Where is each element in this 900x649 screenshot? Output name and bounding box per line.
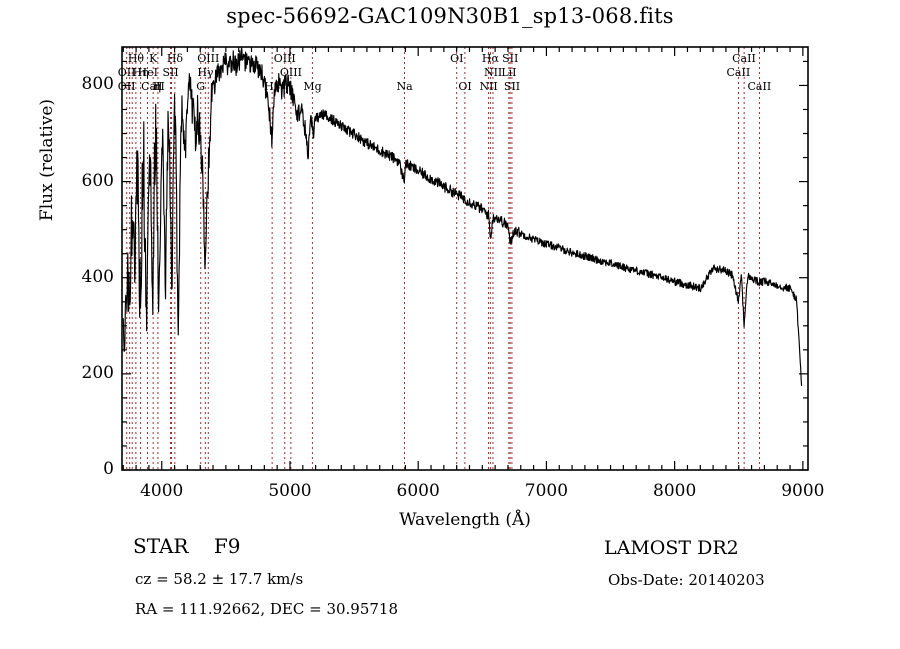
spectral-line-label: OII	[117, 66, 136, 79]
x-tick-label: 6000	[396, 481, 440, 501]
spectral-line-label: Hγ	[197, 66, 214, 79]
spectral-line-label: SII	[502, 52, 519, 65]
spectral-line-label: Hη	[132, 66, 149, 79]
spectral-line-label: η	[154, 80, 161, 93]
spectral-line-label: OI	[450, 52, 464, 65]
spectral-line-label: HeI	[137, 66, 158, 79]
y-tick-label: 0	[103, 459, 114, 479]
footer-survey: LAMOST DR2	[604, 537, 739, 559]
page-title: spec-56692-GAC109N30B1_sp13-068.fits	[226, 4, 674, 28]
spectral-line-label: CaII	[747, 80, 772, 93]
spectral-line-label: Hα	[481, 52, 499, 65]
footer-coordinates: RA = 111.92662, DEC = 30.95718	[135, 600, 399, 618]
x-tick-label: 9000	[781, 481, 825, 501]
x-tick-label: 7000	[524, 481, 569, 501]
spectral-line-label: SII	[503, 80, 521, 93]
spectral-line-label: OIII	[279, 66, 302, 79]
footer-object-class: STAR F9	[133, 534, 241, 558]
x-tick-label: 5000	[268, 481, 312, 501]
spectral-line-label: K	[149, 52, 158, 65]
line-marker-group	[126, 47, 761, 470]
spectral-line-label: NII	[483, 66, 503, 79]
x-tick-label: 4000	[140, 481, 184, 501]
spectral-line-label: Hδ	[166, 52, 184, 65]
footer-redshift: cz = 58.2 ± 17.7 km/s	[135, 570, 304, 588]
y-axis-label: Flux (relative)	[37, 98, 57, 222]
spectral-line-label: Mg	[303, 80, 322, 93]
y-tick-label: 800	[81, 74, 114, 95]
y-tick-label: 600	[81, 170, 114, 191]
spectral-line-label: Na	[396, 80, 413, 93]
x-tick-label: 8000	[653, 481, 697, 501]
spectral-line-label: G	[196, 80, 206, 93]
spectrum-curve	[122, 47, 803, 386]
spectral-line-label: Hθ	[127, 52, 145, 65]
spectral-line-label: SII	[162, 66, 179, 79]
spectral-line-label: OIII	[273, 52, 296, 65]
spectral-line-label: LiI	[501, 66, 517, 79]
spectral-line-label: OIII	[197, 52, 220, 65]
spectral-line-label: CaII	[732, 52, 756, 65]
spectral-line-label: NII	[479, 80, 498, 93]
spectral-line-label: H	[152, 80, 163, 93]
footer-obs-date: Obs-Date: 20140203	[608, 571, 765, 589]
spectral-line-label: OI	[458, 80, 472, 93]
y-tick-label: 400	[81, 266, 114, 287]
spectral-line-label: Hβ	[264, 80, 281, 93]
spectral-line-label: CaII	[726, 66, 751, 79]
x-axis-label: Wavelength (Å)	[399, 510, 531, 530]
y-tick-label: 200	[81, 362, 114, 383]
axis-frame	[121, 46, 809, 471]
spectral-line-label: OII	[117, 80, 136, 93]
spectral-line-label: CaII	[141, 80, 165, 93]
